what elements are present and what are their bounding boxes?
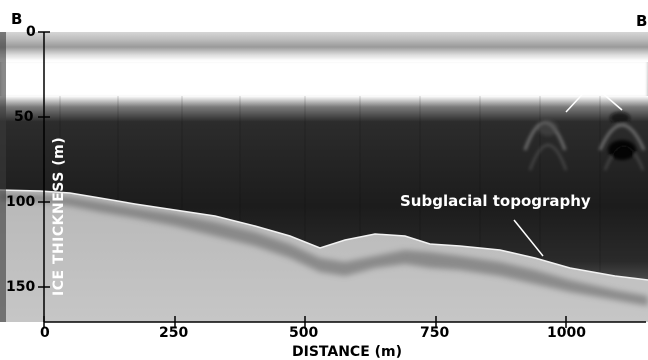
x-tick-marks [43,316,567,328]
x-tick-label: 750 [420,325,450,341]
y-tick-marks [38,31,50,288]
x-tick-label: 1000 [547,325,586,341]
y-tick-label: 100 [6,194,36,210]
x-axis-title: DISTANCE (m) [292,344,403,360]
ice-body [0,96,648,280]
x-tick-label: 250 [159,325,189,341]
section-start-marker: B [11,10,23,28]
left-edge-strip [0,32,6,322]
crevasses-annotation: Crevasses [532,64,618,82]
air-band [0,32,648,62]
y-axis-title: ICE THICKNESS (m) [51,136,67,296]
trace-striations [59,96,601,272]
y-tick-label: 0 [26,24,36,40]
x-tick-label: 0 [40,325,50,341]
y-tick-label: 50 [14,109,34,125]
bed-line [0,189,648,281]
surface-reflection-band [0,60,648,98]
y-tick-label: 150 [6,279,36,295]
annotation-leaders [513,85,623,257]
bed-shadow-band [0,194,648,306]
section-end-marker: B' [636,12,648,30]
x-tick-label: 500 [289,325,319,341]
subglacial-topography-annotation: Subglacial topography [400,192,591,210]
crevasse-signatures [523,112,646,171]
